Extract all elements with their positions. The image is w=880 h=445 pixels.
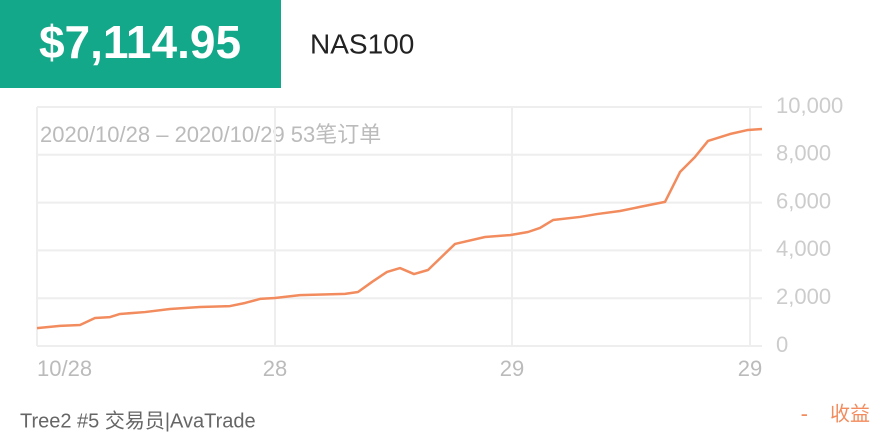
y-tick-label: 6,000 xyxy=(776,188,831,213)
x-tick-label: 28 xyxy=(263,356,287,381)
y-tick-label: 10,000 xyxy=(776,93,843,118)
balance-box xyxy=(0,0,281,88)
x-tick-label: 29 xyxy=(738,356,762,381)
symbol: NAS100 xyxy=(310,28,414,59)
y-tick-label: 0 xyxy=(776,332,788,357)
x-tick-label: 10/28 xyxy=(37,356,92,381)
legend-label: 收益 xyxy=(830,402,870,425)
y-tick-label: 2,000 xyxy=(776,284,831,309)
line xyxy=(36,127,763,330)
legend-marker: - xyxy=(801,401,808,426)
balance: $7,114.95 xyxy=(39,16,241,68)
x-tick-label: 29 xyxy=(500,356,524,381)
y-tick-label: 8,000 xyxy=(776,141,831,166)
account: Tree2 #5 交易员|AvaTrade xyxy=(20,409,256,432)
y-tick-label: 4,000 xyxy=(776,236,831,261)
subtitle: 2020/10/28 – 2020/10/29 53笔订单 xyxy=(40,122,381,147)
